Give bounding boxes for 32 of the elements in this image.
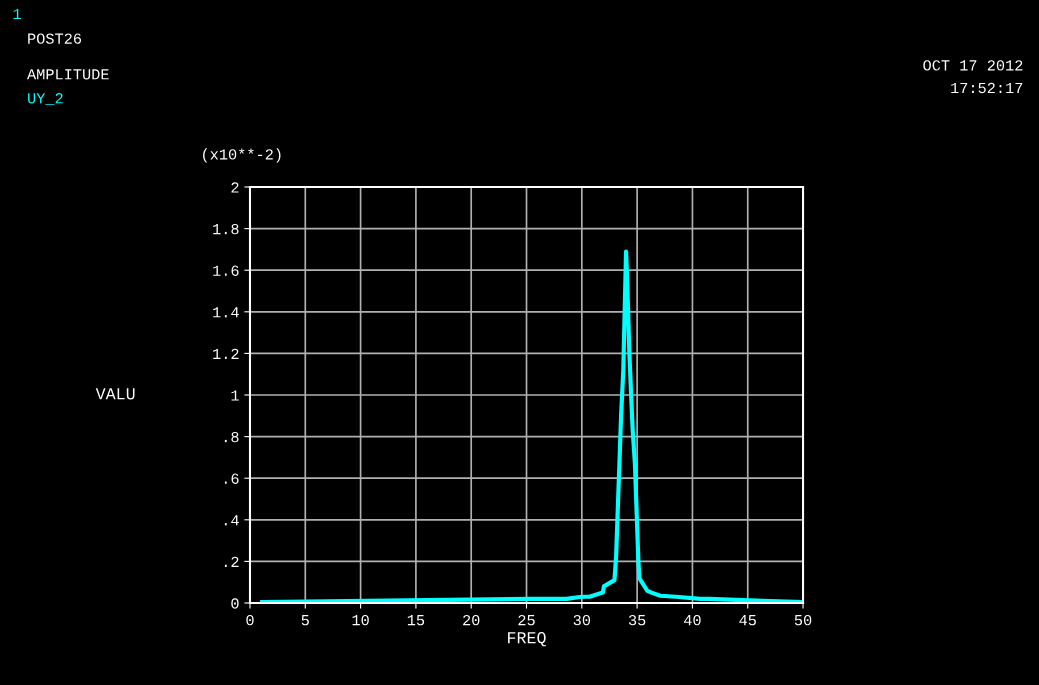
text: (x10**-2) (203, 148, 281, 163)
x-tick-label: 35 (628, 614, 646, 626)
x-tick-label: 25 (518, 614, 535, 626)
y-tick-label: 1 (231, 390, 239, 401)
y-tick-label: 1.2 (213, 348, 239, 359)
x-tick-label: 10 (352, 614, 369, 626)
text: POST26 (28, 33, 82, 44)
x-tick-label: 50 (794, 614, 812, 626)
x-tick-label: 15 (407, 615, 425, 626)
x-tick-label: 20 (463, 614, 480, 626)
x-tick-label: 0 (246, 614, 254, 626)
y-tick-label: 2 (231, 182, 239, 193)
y-tick-label: .8 (224, 431, 239, 443)
y-tick-label: 1.8 (213, 223, 239, 235)
text: 1 (13, 8, 21, 20)
x-tick-label: 40 (684, 614, 701, 626)
x-tick-label: 5 (301, 615, 309, 626)
y-tick-label: .2 (224, 556, 239, 567)
y-axis-title: VALU (95, 388, 135, 400)
y-tick-label: .4 (224, 515, 239, 526)
y-tick-label: .6 (224, 473, 239, 484)
x-axis-title: FREQ (508, 632, 546, 647)
text: UY_2 (28, 93, 63, 105)
x-tick-label: 30 (573, 614, 591, 626)
x-tick-label: 45 (739, 615, 756, 626)
y-tick-label: 1.6 (213, 265, 239, 276)
text: AMPLITUDE (27, 69, 109, 80)
line-series (260, 249, 804, 604)
text: 17:52:17 (951, 82, 1023, 94)
text: OCT 17 2012 (923, 60, 1023, 71)
y-tick-label: 1.4 (213, 307, 239, 318)
y-tick-label: 0 (231, 598, 239, 609)
